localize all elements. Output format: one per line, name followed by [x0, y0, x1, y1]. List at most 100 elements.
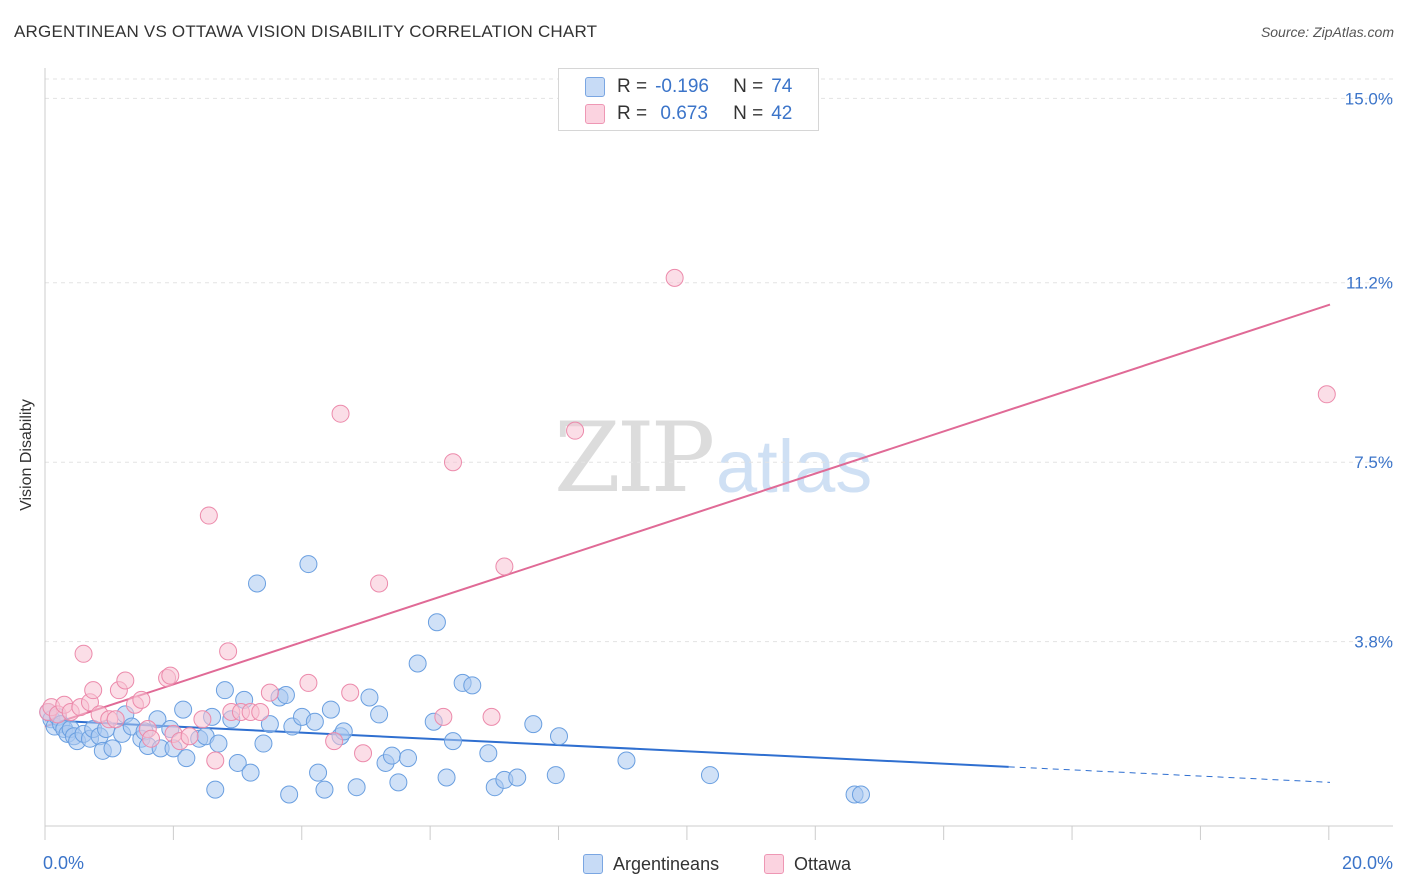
grid-lines — [45, 78, 1393, 643]
point-ottawa — [206, 751, 225, 770]
point-argentineans — [260, 715, 279, 734]
legend-r-label: R = — [617, 76, 648, 97]
watermark-zip: ZIP — [554, 402, 715, 514]
point-argentineans — [174, 700, 193, 719]
correlation-legend: R = -0.196 N = 74 R = 0.673 N = 42 — [558, 68, 819, 131]
trend-line-argentineans-extension — [1008, 766, 1331, 783]
watermark-atlas: atlas — [716, 425, 873, 508]
point-ottawa — [199, 506, 218, 525]
point-ottawa — [325, 732, 344, 751]
point-ottawa — [74, 644, 93, 663]
point-argentineans — [389, 773, 408, 792]
point-argentineans — [370, 705, 389, 724]
point-ottawa — [106, 710, 125, 729]
point-ottawa — [370, 574, 389, 593]
point-argentineans — [463, 676, 482, 695]
point-ottawa — [251, 703, 270, 722]
bottom-legend-label: Argentineans — [613, 853, 720, 874]
y-tick-label: 7.5% — [1354, 453, 1393, 472]
legend-n-label: N = — [733, 76, 764, 97]
point-argentineans — [524, 715, 543, 734]
point-argentineans — [305, 712, 324, 731]
point-argentineans — [315, 780, 334, 799]
point-argentineans — [321, 700, 340, 719]
bottom-legend-swatch-blue — [583, 854, 603, 874]
bottom-legend-argentineans: Argentineans — [583, 852, 719, 876]
point-argentineans — [437, 768, 456, 787]
point-argentineans — [617, 751, 636, 770]
point-ottawa — [434, 707, 453, 726]
legend-n-value: 42 — [771, 103, 793, 124]
point-argentineans — [399, 749, 418, 768]
legend-r-label: R = — [617, 103, 648, 124]
point-ottawa — [299, 673, 318, 692]
point-argentineans — [550, 727, 568, 746]
point-ottawa — [260, 683, 279, 702]
point-ottawa — [161, 666, 180, 685]
point-argentineans — [851, 785, 870, 804]
bottom-legend-swatch-pink — [764, 854, 784, 874]
point-argentineans — [280, 785, 299, 804]
point-argentineans — [299, 555, 318, 574]
point-ottawa — [193, 710, 212, 729]
point-ottawa — [331, 404, 350, 423]
point-ottawa — [341, 683, 360, 702]
point-argentineans — [408, 654, 427, 673]
point-argentineans — [427, 613, 446, 632]
trend-line-ottawa — [44, 303, 1331, 728]
point-argentineans — [382, 746, 401, 765]
point-ottawa — [354, 744, 373, 763]
x-tick-label: 0.0% — [43, 853, 84, 873]
point-argentineans — [248, 574, 267, 593]
point-argentineans — [215, 681, 234, 700]
point-ottawa — [132, 690, 151, 709]
chart-title: ARGENTINEAN VS OTTAWA VISION DISABILITY … — [14, 22, 598, 41]
point-argentineans — [177, 749, 196, 768]
point-ottawa — [495, 557, 514, 576]
point-ottawa — [180, 727, 199, 746]
point-argentineans — [360, 688, 379, 707]
point-ottawa — [443, 453, 462, 472]
point-argentineans — [546, 766, 565, 785]
legend-swatch-pink — [585, 104, 605, 124]
point-ottawa — [219, 642, 238, 661]
axes — [44, 68, 1393, 840]
point-argentineans — [209, 734, 228, 753]
point-ottawa — [482, 707, 501, 726]
legend-r-value: -0.196 — [655, 76, 709, 97]
point-argentineans — [276, 686, 295, 705]
point-ottawa — [1317, 385, 1336, 404]
point-ottawa — [84, 681, 103, 700]
bottom-legend-ottawa: Ottawa — [764, 852, 851, 876]
y-tick-label: 15.0% — [1345, 89, 1393, 108]
legend-row-ottawa: R = 0.673 N = 42 — [585, 102, 792, 126]
source-label: Source: ZipAtlas.com — [1260, 24, 1394, 40]
legend-n-value: 74 — [771, 76, 793, 97]
point-ottawa — [566, 421, 585, 440]
point-argentineans — [309, 763, 328, 782]
point-argentineans — [254, 734, 273, 753]
point-argentineans — [347, 778, 366, 797]
tick-labels: 3.8% 7.5% 11.2% 15.0% 0.0% 20.0% — [43, 89, 1393, 873]
point-argentineans — [228, 753, 247, 772]
y-tick-label: 11.2% — [1346, 274, 1393, 293]
data-points — [39, 268, 1336, 804]
bottom-legend-label: Ottawa — [794, 853, 852, 874]
point-ottawa — [665, 268, 684, 287]
legend-n-label: N = — [733, 103, 764, 124]
point-argentineans — [241, 763, 260, 782]
point-argentineans — [479, 744, 498, 763]
legend-r-value: 0.673 — [655, 103, 708, 124]
point-ottawa — [116, 671, 135, 690]
legend-row-argentineans: R = -0.196 N = 74 — [585, 75, 792, 99]
x-tick-label: 20.0% — [1342, 853, 1393, 873]
point-argentineans — [700, 766, 719, 785]
point-ottawa — [142, 729, 161, 748]
legend-swatch-blue — [585, 77, 605, 97]
point-argentineans — [103, 739, 122, 758]
point-argentineans — [508, 768, 527, 787]
y-tick-label: 3.8% — [1354, 633, 1393, 652]
point-argentineans — [443, 732, 462, 751]
point-argentineans — [206, 780, 225, 799]
